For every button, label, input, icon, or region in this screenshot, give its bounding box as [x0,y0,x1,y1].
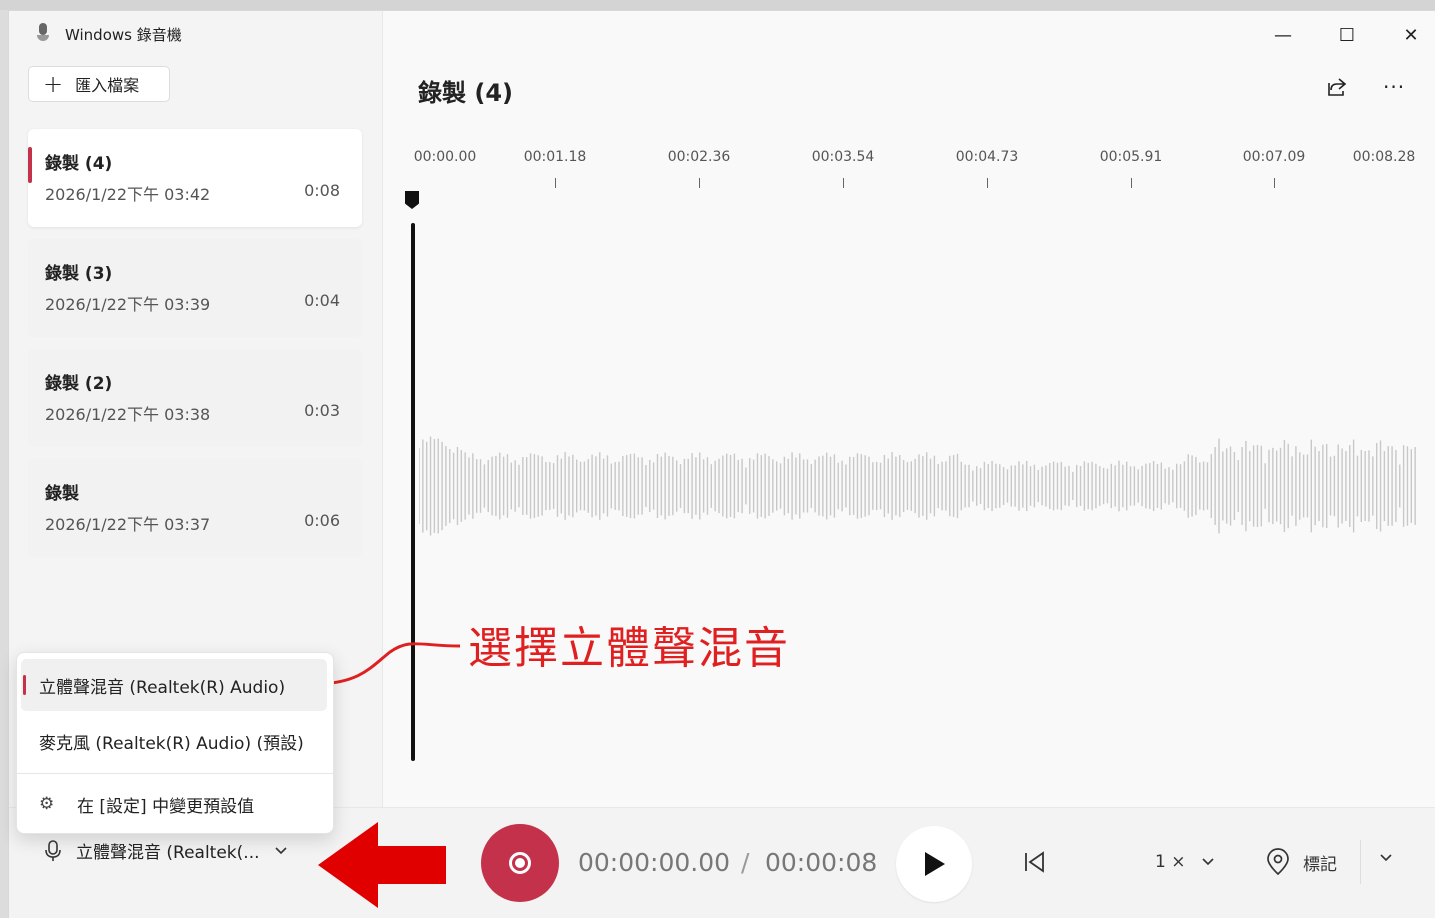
recording-name: 錄製 (3) [45,264,113,284]
current-time: 00:00:00.00 [578,848,731,877]
record-icon [509,852,531,874]
recording-duration: 0:03 [304,401,340,420]
divider [1360,840,1361,884]
recording-name: 錄製 [45,484,79,504]
play-button[interactable] [896,826,972,902]
input-option-label: 麥克風 (Realtek(R) Audio) (預設) [39,733,304,754]
timeline-tick [1131,178,1132,188]
recording-date: 2026/1/22下午 03:38 [45,405,211,424]
recording-item[interactable]: 錄製 (2) 2026/1/22下午 03:38 0:03 [28,349,362,447]
annotation-big-arrow [318,822,446,908]
background-strip [0,0,1435,10]
speed-label: 1 × [1155,852,1186,872]
input-device-selector[interactable]: 立體聲混音 (Realtek(... [44,838,288,863]
timeline-tick-label: 00:05.91 [1099,149,1163,165]
input-device-menu: 立體聲混音 (Realtek(R) Audio) 麥克風 (Realtek(R)… [16,652,334,834]
plus-icon: + [43,70,64,98]
recording-date: 2026/1/22下午 03:42 [45,185,211,204]
recording-title: 錄製 (4) [418,79,513,107]
share-icon[interactable] [1325,75,1349,99]
timeline-tick-label: 00:02.36 [667,149,731,165]
time-separator: / [741,848,750,877]
selected-indicator [28,147,32,183]
timeline-tick-label: 00:00.00 [413,149,477,165]
input-option-stereo-mix[interactable]: 立體聲混音 (Realtek(R) Audio) [21,659,327,711]
sidebar: Windows 錄音機 + 匯入檔案 錄製 (4) 2026/1/22下午 03… [9,11,383,917]
skip-back-icon[interactable] [1022,850,1046,874]
app-title: Windows 錄音機 [65,25,182,44]
timeline-tick [843,178,844,188]
maximize-button[interactable]: ☐ [1338,25,1356,46]
recording-duration: 0:08 [304,181,340,200]
recording-date: 2026/1/22下午 03:39 [45,295,211,314]
app-title-bar: Windows 錄音機 [35,23,182,45]
waveform [419,436,1416,536]
more-options-button[interactable]: ··· [1383,75,1406,99]
change-default-in-settings[interactable]: ⚙ 在 [設定] 中變更預設值 [21,778,327,830]
playhead-handle[interactable] [405,191,419,209]
chevron-down-icon[interactable] [1378,852,1394,864]
gear-icon: ⚙ [39,794,55,814]
marker-label: 標記 [1303,854,1337,875]
minimize-button[interactable]: — [1274,25,1292,46]
recording-list: 錄製 (4) 2026/1/22下午 03:42 0:08 錄製 (3) 202… [28,129,362,569]
timeline-tick-label: 00:01.18 [523,149,587,165]
recording-item[interactable]: 錄製 (3) 2026/1/22下午 03:39 0:04 [28,239,362,337]
timeline-tick [699,178,700,188]
record-button[interactable] [481,824,559,902]
chevron-down-icon [274,846,287,854]
selected-indicator [23,675,26,695]
menu-divider [17,773,333,774]
timeline-tick-label: 00:08.28 [1352,149,1416,165]
input-option-microphone[interactable]: 麥克風 (Realtek(R) Audio) (預設) [21,715,327,767]
timeline-tick [987,178,988,188]
timeline-tick-label: 00:04.73 [955,149,1019,165]
add-marker-button[interactable]: 標記 [1265,848,1337,876]
recording-name: 錄製 (4) [45,154,113,174]
input-device-label: 立體聲混音 (Realtek(... [76,843,260,863]
timeline-tick-label: 00:03.54 [811,149,875,165]
recording-date: 2026/1/22下午 03:37 [45,515,211,534]
close-button[interactable]: ✕ [1403,25,1419,46]
input-option-label: 立體聲混音 (Realtek(R) Audio) [39,677,286,698]
recording-name: 錄製 (2) [45,374,113,394]
playhead-line[interactable] [411,223,415,761]
import-file-button[interactable]: + 匯入檔案 [28,66,170,102]
import-file-label: 匯入檔案 [75,76,140,95]
playback-speed-selector[interactable]: 1 × [1155,852,1215,872]
recording-item[interactable]: 錄製 (4) 2026/1/22下午 03:42 0:08 [28,129,362,227]
recording-duration: 0:06 [304,511,340,530]
recording-duration: 0:04 [304,291,340,310]
total-time: 00:00:08 [765,848,878,877]
timeline-tick [1274,178,1275,188]
timeline-tick [555,178,556,188]
recording-item[interactable]: 錄製 2026/1/22下午 03:37 0:06 [28,459,362,557]
chevron-down-icon [1202,858,1215,866]
location-pin-icon [1267,848,1289,876]
microphone-icon [45,839,61,861]
timeline-tick-label: 00:07.09 [1242,149,1306,165]
annotation-text: 選擇立體聲混音 [468,623,790,674]
play-icon [925,852,945,876]
settings-label: 在 [設定] 中變更預設值 [77,796,255,817]
app-logo-icon [35,23,51,45]
